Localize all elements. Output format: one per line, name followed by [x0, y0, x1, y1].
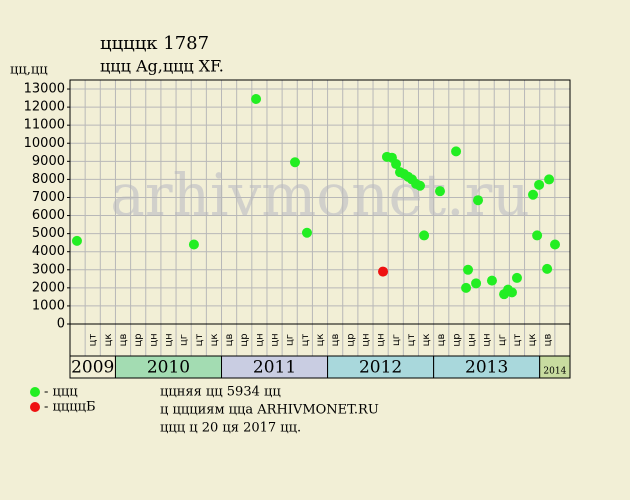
month-label: цг — [285, 334, 296, 346]
legend-label: - ццц — [44, 385, 78, 400]
note: ц ццциям цца ARHIVMONET.RU — [160, 403, 379, 418]
month-label: цн — [376, 333, 387, 346]
point — [188, 239, 199, 250]
note: ццняя цц 5934 цц — [160, 385, 281, 400]
point — [391, 159, 402, 170]
point — [544, 174, 555, 185]
y-tick-label: 3000 — [32, 262, 65, 277]
y-axis-label: цц,цц — [10, 63, 48, 78]
month-label: цт — [194, 334, 205, 347]
y-tick-label: 13000 — [24, 82, 65, 97]
month-label: цк — [315, 334, 326, 347]
point — [532, 230, 543, 241]
point — [463, 264, 474, 275]
y-tick-label: 10000 — [24, 136, 65, 151]
year-label: 2009 — [71, 358, 114, 378]
y-tick-label: 0 — [57, 317, 65, 332]
month-label: цв — [330, 334, 341, 347]
point — [378, 266, 389, 277]
point — [435, 186, 445, 197]
y-tick-label: 2000 — [32, 280, 65, 295]
legend-marker — [30, 387, 40, 397]
chart-subtitle: ццц Ag,ццц XF. — [100, 57, 224, 76]
watermark: arhivmonet.ru — [110, 161, 529, 229]
y-tick-label: 5000 — [32, 226, 65, 241]
y-tick-label: 8000 — [32, 172, 65, 187]
month-label: цв — [118, 334, 129, 347]
y-tick-label: 9000 — [32, 154, 65, 169]
y-tick-label: 4000 — [32, 244, 65, 259]
month-label: цр — [239, 333, 250, 346]
note: ццц ц 20 ця 2017 цц. — [160, 421, 301, 436]
point — [290, 157, 300, 168]
month-label: цк — [421, 334, 432, 347]
point — [461, 282, 472, 293]
month-label: цг — [179, 334, 190, 346]
year-label: 2011 — [253, 358, 296, 378]
point — [528, 189, 539, 200]
month-label: цв — [224, 334, 235, 347]
point — [542, 263, 553, 274]
point — [301, 227, 312, 238]
legend-marker — [30, 402, 40, 412]
month-label: цр — [345, 333, 356, 346]
year-label: 2010 — [147, 358, 190, 378]
month-label: цн — [482, 333, 493, 346]
year-label: 2013 — [465, 358, 508, 378]
point — [486, 275, 497, 286]
month-label: цр — [133, 333, 144, 346]
month-label: цг — [497, 334, 508, 346]
point — [506, 287, 517, 298]
point — [511, 272, 522, 283]
point — [471, 278, 482, 289]
year-label: 2012 — [359, 358, 402, 378]
point — [534, 179, 545, 190]
month-label: цр — [451, 333, 462, 346]
year-band — [539, 355, 571, 379]
point — [550, 239, 560, 250]
month-label: цв — [542, 334, 553, 347]
point — [251, 93, 262, 104]
plot-frame — [69, 79, 571, 325]
month-label: цн — [254, 333, 265, 346]
month-label: цн — [148, 333, 159, 346]
point — [451, 146, 462, 157]
month-label: цн — [270, 333, 281, 346]
y-tick-label: 1000 — [32, 298, 65, 313]
point — [419, 230, 430, 241]
month-label: цн — [360, 333, 371, 346]
year-label: 2014 — [543, 367, 566, 377]
month-label: цк — [527, 334, 538, 347]
point — [473, 195, 484, 206]
y-tick-label: 7000 — [32, 190, 65, 205]
y-tick-label: 12000 — [24, 100, 65, 115]
y-tick-label: 11000 — [24, 118, 65, 133]
legend-label: - ццццБ — [44, 400, 96, 415]
month-label: цт — [88, 334, 99, 347]
month-label: цк — [209, 334, 220, 347]
point — [415, 180, 425, 191]
month-label: цн — [163, 333, 174, 346]
month-label: цт — [512, 334, 523, 347]
point — [71, 235, 82, 246]
chart-title: ццццк 1787 — [100, 33, 209, 54]
y-tick-label: 6000 — [32, 208, 65, 223]
month-label: цг — [391, 334, 402, 346]
month-label: цк — [103, 334, 114, 347]
month-label: цт — [300, 334, 311, 347]
month-label: цв — [436, 334, 447, 347]
month-label: цн — [467, 333, 478, 346]
month-label: цт — [406, 334, 417, 347]
